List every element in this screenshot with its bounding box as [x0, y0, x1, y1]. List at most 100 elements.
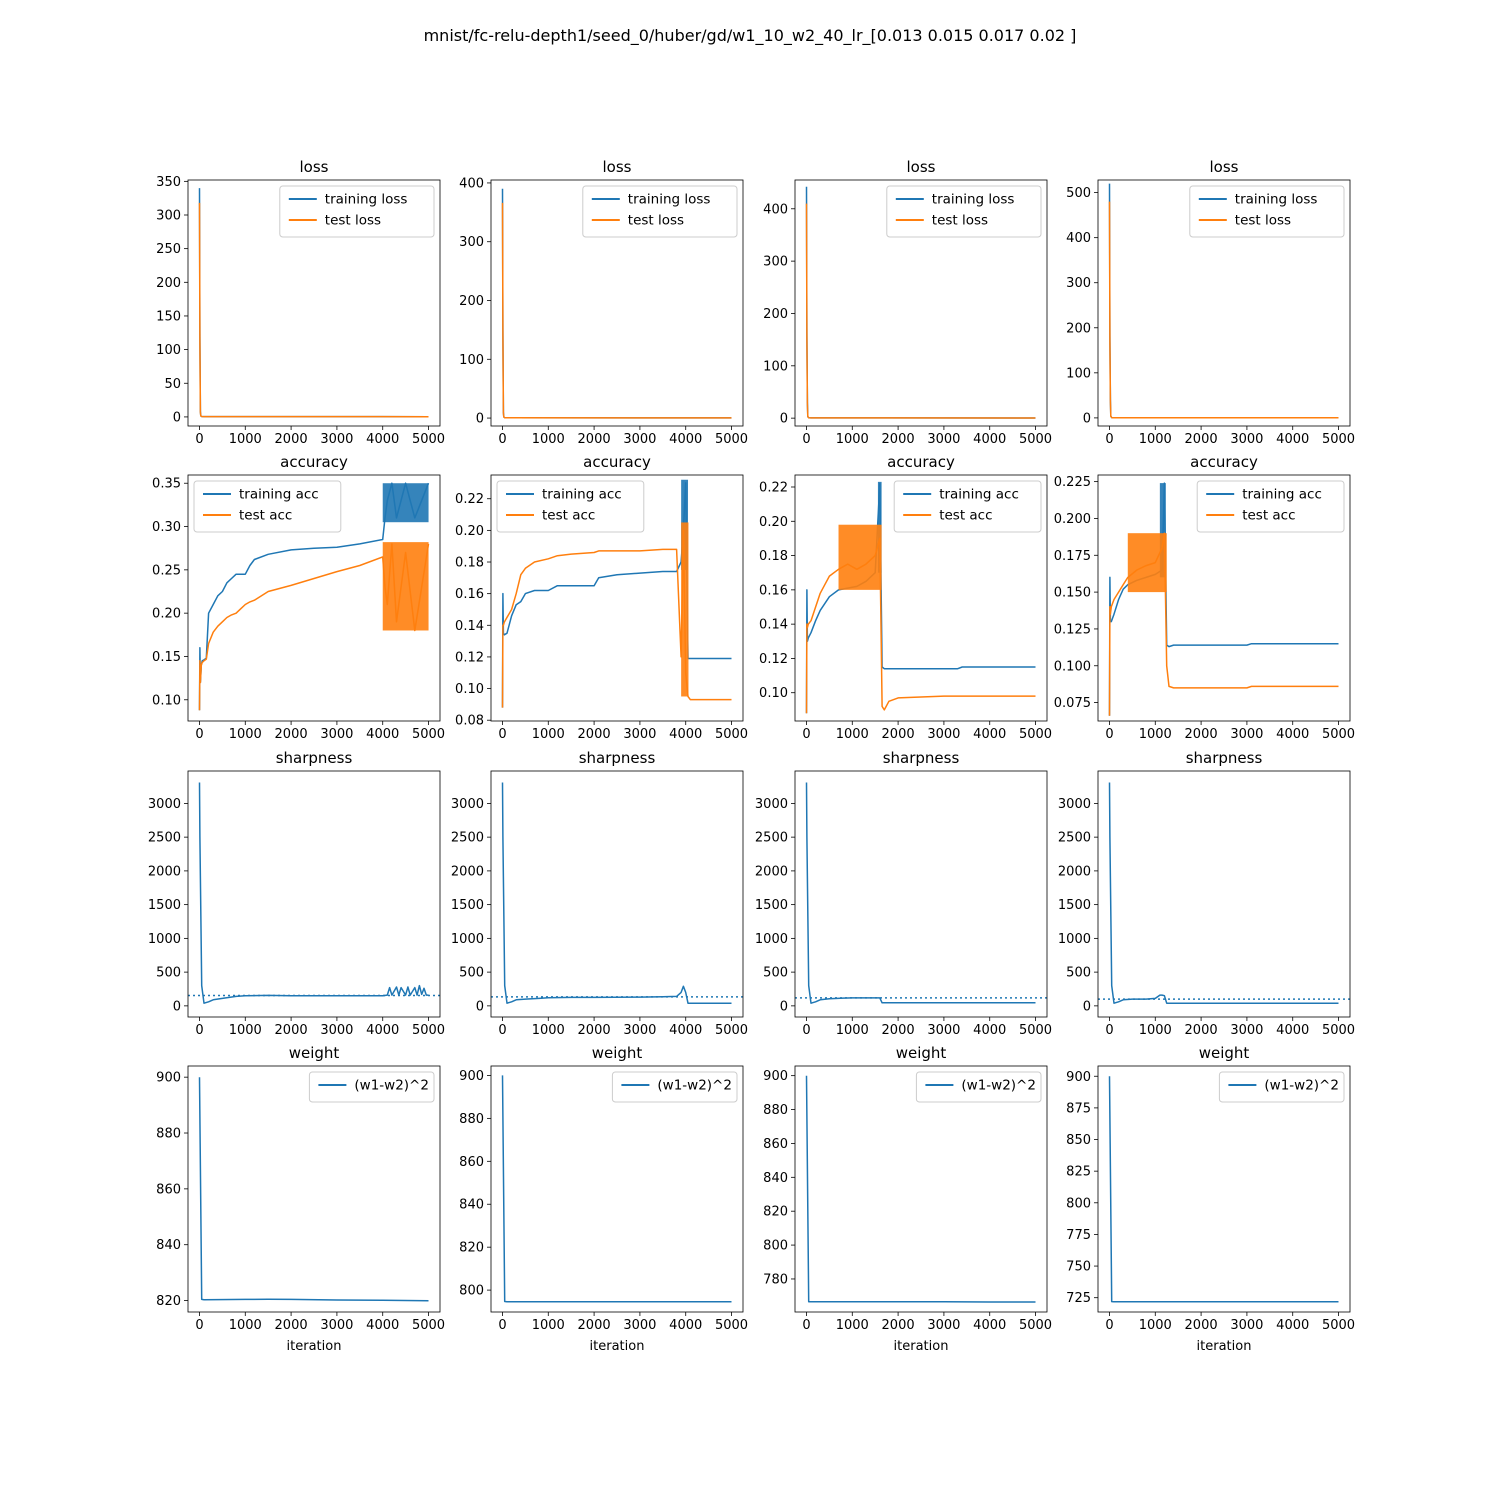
legend-box — [582, 185, 738, 238]
y-tick-label: 2500 — [451, 831, 484, 846]
y-tick-label: 0.200 — [1054, 512, 1091, 527]
y-tick-label: 780 — [763, 1272, 788, 1287]
x-tick-label: 3000 — [927, 1023, 960, 1038]
legend-label: (w1-w2)^2 — [657, 1078, 732, 1094]
y-tick-label: 0 — [1083, 411, 1091, 426]
series-line — [805, 537, 1036, 714]
y-tick-label: 0.12 — [455, 650, 484, 665]
x-tick-label: 1000 — [1139, 432, 1172, 447]
y-tick-label: 300 — [156, 208, 181, 223]
x-tick-label: 0 — [195, 432, 203, 447]
plot-area — [198, 1077, 429, 1302]
series-line — [1108, 201, 1339, 419]
x-tick-label: 2000 — [1185, 432, 1218, 447]
axes-frame — [794, 474, 1048, 722]
x-tick-label: 0 — [195, 1023, 203, 1038]
y-tick-label: 750 — [1066, 1260, 1091, 1275]
y-tick-label: 200 — [156, 276, 181, 291]
legend-box — [308, 1071, 435, 1103]
y-tick-label: 860 — [156, 1182, 181, 1197]
y-tick-label: 850 — [1066, 1133, 1091, 1148]
x-tick-label: 5000 — [1322, 1023, 1355, 1038]
y-tick-label: 500 — [763, 966, 788, 981]
axes-frame — [490, 770, 744, 1018]
y-tick-label: 500 — [459, 966, 484, 981]
x-tick-label: 4000 — [973, 1023, 1006, 1038]
x-axis-label: iteration — [590, 1339, 645, 1354]
y-tick-label: 0 — [173, 999, 181, 1014]
y-tick-label: 840 — [156, 1238, 181, 1253]
subplot-2-2: sharpness 0 1000 2000 3000 4000 5000 0 500 1000 15… — [755, 749, 1052, 1038]
x-tick-label: 2000 — [882, 1318, 915, 1333]
axes-frame — [1097, 474, 1351, 722]
legend: (w1-w2)^2 — [1218, 1071, 1345, 1103]
y-tick-label: 400 — [1066, 231, 1091, 246]
plot-area — [795, 782, 1047, 1004]
y-tick-label: 860 — [763, 1137, 788, 1152]
y-tick-label: 0.100 — [1054, 659, 1091, 674]
x-tick-label: 2000 — [275, 1318, 308, 1333]
y-tick-label: 2000 — [1058, 864, 1091, 879]
subplot-title: loss — [603, 158, 632, 176]
y-tick-label: 820 — [763, 1205, 788, 1220]
legend-label: training acc — [239, 487, 319, 503]
y-tick-label: 0.22 — [455, 492, 484, 507]
x-tick-label: 0 — [1105, 727, 1113, 742]
x-tick-label: 4000 — [366, 727, 399, 742]
figure-title: mnist/fc-relu-depth1/seed_0/huber/gd/w1_… — [423, 26, 1077, 45]
x-tick-label: 3000 — [623, 432, 656, 447]
subplot-0-3: loss 0 1000 2000 3000 4000 5000 0 100 200 300 400 50… — [1066, 158, 1355, 447]
series-line — [198, 543, 430, 711]
x-tick-label: 4000 — [366, 432, 399, 447]
plot-area — [491, 782, 743, 1004]
y-tick-label: 300 — [1066, 276, 1091, 291]
y-tick-label: 100 — [156, 343, 181, 358]
legend: (w1-w2)^2 — [915, 1071, 1042, 1103]
y-tick-label: 0.16 — [759, 583, 788, 598]
x-axis-label: iteration — [894, 1339, 949, 1354]
subplot-0-1: loss 0 1000 2000 3000 4000 5000 0 100 200 300 400 tr… — [459, 158, 748, 447]
y-tick-label: 800 — [763, 1239, 788, 1254]
legend: training acc test acc — [193, 480, 342, 533]
y-tick-label: 0.225 — [1054, 475, 1091, 490]
x-tick-label: 1000 — [836, 432, 869, 447]
y-tick-label: 0.35 — [152, 477, 181, 492]
legend-box — [279, 185, 435, 238]
x-tick-label: 1000 — [532, 1318, 565, 1333]
x-tick-label: 1000 — [1139, 727, 1172, 742]
x-tick-label: 4000 — [973, 432, 1006, 447]
y-tick-label: 0 — [476, 999, 484, 1014]
x-tick-label: 1000 — [1139, 1318, 1172, 1333]
x-tick-label: 0 — [195, 727, 203, 742]
legend: (w1-w2)^2 — [611, 1071, 738, 1103]
subplot-3-0: weight 0 1000 2000 3000 4000 5000 820 840 860 880 9… — [156, 1044, 445, 1354]
subplot-0-0: loss 0 1000 2000 3000 4000 5000 0 50 100 150 200 250… — [156, 158, 445, 447]
y-tick-label: 0 — [780, 999, 788, 1014]
legend-label: test loss — [325, 213, 381, 229]
series-line — [805, 1075, 1036, 1303]
legend-label: test acc — [939, 508, 992, 524]
y-tick-label: 1000 — [451, 932, 484, 947]
x-tick-label: 1000 — [1139, 1023, 1172, 1038]
y-tick-label: 840 — [763, 1171, 788, 1186]
series-line — [1108, 1076, 1339, 1303]
y-tick-label: 300 — [763, 255, 788, 270]
y-tick-label: 300 — [459, 235, 484, 250]
legend-label: training loss — [325, 192, 408, 208]
x-tick-label: 4000 — [366, 1318, 399, 1333]
x-tick-label: 5000 — [715, 1023, 748, 1038]
y-tick-label: 0.10 — [759, 686, 788, 701]
plot-area — [1108, 1076, 1339, 1303]
series-line — [805, 203, 1036, 419]
y-tick-label: 1500 — [1058, 898, 1091, 913]
x-tick-label: 1000 — [532, 727, 565, 742]
series-line — [501, 1075, 732, 1303]
x-tick-label: 3000 — [623, 1318, 656, 1333]
x-tick-label: 4000 — [366, 1023, 399, 1038]
y-tick-label: 3000 — [451, 797, 484, 812]
x-tick-label: 2000 — [882, 1023, 915, 1038]
plot-area — [805, 186, 1036, 419]
x-tick-label: 4000 — [1276, 432, 1309, 447]
series-line — [501, 782, 732, 1004]
x-tick-label: 2000 — [882, 727, 915, 742]
